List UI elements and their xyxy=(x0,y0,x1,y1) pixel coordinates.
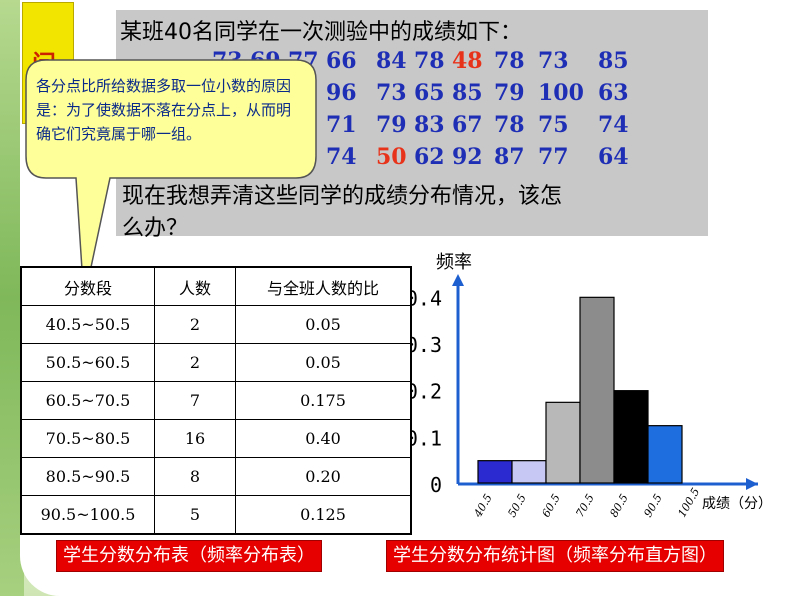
score-value: 92 xyxy=(452,144,483,170)
score-value: 62 xyxy=(414,144,445,170)
range-cell: 80.5~90.5 xyxy=(20,457,155,496)
score-value: 50 xyxy=(376,144,407,170)
table-header-row: 分数段 人数 与全班人数的比 xyxy=(20,266,412,306)
range-cell: 70.5~80.5 xyxy=(20,419,155,458)
score-value: 48 xyxy=(452,48,483,74)
header-ratio: 与全班人数的比 xyxy=(235,266,412,306)
y-tick-label: 0.3 xyxy=(410,333,442,357)
histogram-bar xyxy=(477,460,513,484)
score-value: 78 xyxy=(494,112,525,138)
ratio-cell: 0.05 xyxy=(235,343,412,382)
count-cell: 7 xyxy=(154,381,236,420)
count-cell: 5 xyxy=(154,495,236,535)
x-tick-label: 100.5 xyxy=(675,486,702,520)
score-value: 78 xyxy=(414,48,445,74)
score-value: 79 xyxy=(494,80,525,106)
table-row: 90.5~100.5 5 0.125 xyxy=(20,495,412,535)
table-row: 40.5~50.5 2 0.05 xyxy=(20,305,412,344)
score-value: 100 xyxy=(538,80,584,106)
question-intro: 某班40名同学在一次测验中的成绩如下： xyxy=(120,20,522,45)
y-tick-label: 0.2 xyxy=(410,380,442,404)
y-tick-label: 0.1 xyxy=(410,426,442,450)
score-value: 66 xyxy=(326,48,357,74)
ratio-cell: 0.20 xyxy=(235,457,412,496)
range-cell: 40.5~50.5 xyxy=(20,305,155,344)
caption-table: 学生分数分布表（频率分布表） xyxy=(56,540,322,572)
y-axis-label: 频率 xyxy=(436,252,472,273)
ratio-cell: 0.175 xyxy=(235,381,412,420)
score-value: 96 xyxy=(326,80,357,106)
x-tick-label: 80.5 xyxy=(607,492,631,520)
score-value: 84 xyxy=(376,48,407,74)
count-cell: 2 xyxy=(154,305,236,344)
score-value: 77 xyxy=(538,144,569,170)
count-cell: 16 xyxy=(154,419,236,458)
range-cell: 90.5~100.5 xyxy=(20,495,155,535)
score-value: 65 xyxy=(414,80,445,106)
score-value: 75 xyxy=(538,112,569,138)
score-value: 74 xyxy=(598,112,629,138)
score-value: 74 xyxy=(326,144,357,170)
callout-text: 各分点比所给数据多取一位小数的原因是：为了使数据不落在分点上，从而明确它们究竟属… xyxy=(36,77,292,143)
histogram-bar xyxy=(511,460,547,484)
x-tick-label: 50.5 xyxy=(505,492,529,520)
score-value: 69 xyxy=(250,48,281,74)
y-tick-label: 0.4 xyxy=(410,286,442,310)
x-tick-label: 40.5 xyxy=(471,492,495,521)
ratio-cell: 0.40 xyxy=(235,419,412,458)
score-value: 63 xyxy=(598,80,629,106)
histogram-chart: 频率 0 0.1 0.2 0.3 0.4 40.5 50.5 60.5 70.5 80.5 90.5 1… xyxy=(410,252,772,521)
header-count: 人数 xyxy=(154,266,236,306)
y-axis-arrow xyxy=(452,274,464,286)
score-value: 67 xyxy=(452,112,483,138)
score-value: 83 xyxy=(414,112,445,138)
x-axis-arrow xyxy=(746,478,758,490)
score-value: 78 xyxy=(494,48,525,74)
ratio-cell: 0.125 xyxy=(235,495,412,535)
table-row: 70.5~80.5 16 0.40 xyxy=(20,419,412,458)
question-line-3: 么办？ xyxy=(122,216,189,241)
score-value: 85 xyxy=(452,80,483,106)
score-value: 73 xyxy=(376,80,407,106)
score-value: 71 xyxy=(326,112,357,138)
range-cell: 50.5~60.5 xyxy=(20,343,155,382)
histogram-bar xyxy=(647,425,683,484)
histogram-bar xyxy=(545,401,581,484)
y-tick-label: 0 xyxy=(430,473,442,497)
header-range: 分数段 xyxy=(20,266,155,306)
score-value: 73 xyxy=(212,48,243,74)
table-row: 80.5~90.5 8 0.20 xyxy=(20,457,412,496)
frequency-table: 分数段 人数 与全班人数的比 40.5~50.5 2 0.05 50.5~60.5 2 0… xyxy=(20,266,412,535)
x-tick-label: 60.5 xyxy=(539,492,563,520)
ratio-cell: 0.05 xyxy=(235,305,412,344)
count-cell: 8 xyxy=(154,457,236,496)
score-value: 87 xyxy=(494,144,525,170)
score-value: 77 xyxy=(288,48,319,74)
x-axis-label: 成绩（分） xyxy=(702,496,772,512)
x-tick-label: 90.5 xyxy=(641,492,665,520)
score-value: 64 xyxy=(598,144,629,170)
score-value: 85 xyxy=(598,48,629,74)
question-line-2: 现在我想弄清这些同学的成绩分布情况，该怎 xyxy=(122,184,563,209)
x-tick-label: 70.5 xyxy=(573,492,597,520)
count-cell: 2 xyxy=(154,343,236,382)
caption-chart: 学生分数分布统计图（频率分布直方图） xyxy=(386,540,724,572)
score-value: 79 xyxy=(376,112,407,138)
histogram-bar xyxy=(613,390,649,484)
table-row: 60.5~70.5 7 0.175 xyxy=(20,381,412,420)
score-value: 73 xyxy=(538,48,569,74)
table-row: 50.5~60.5 2 0.05 xyxy=(20,343,412,382)
range-cell: 60.5~70.5 xyxy=(20,381,155,420)
histogram-bar xyxy=(579,296,615,484)
